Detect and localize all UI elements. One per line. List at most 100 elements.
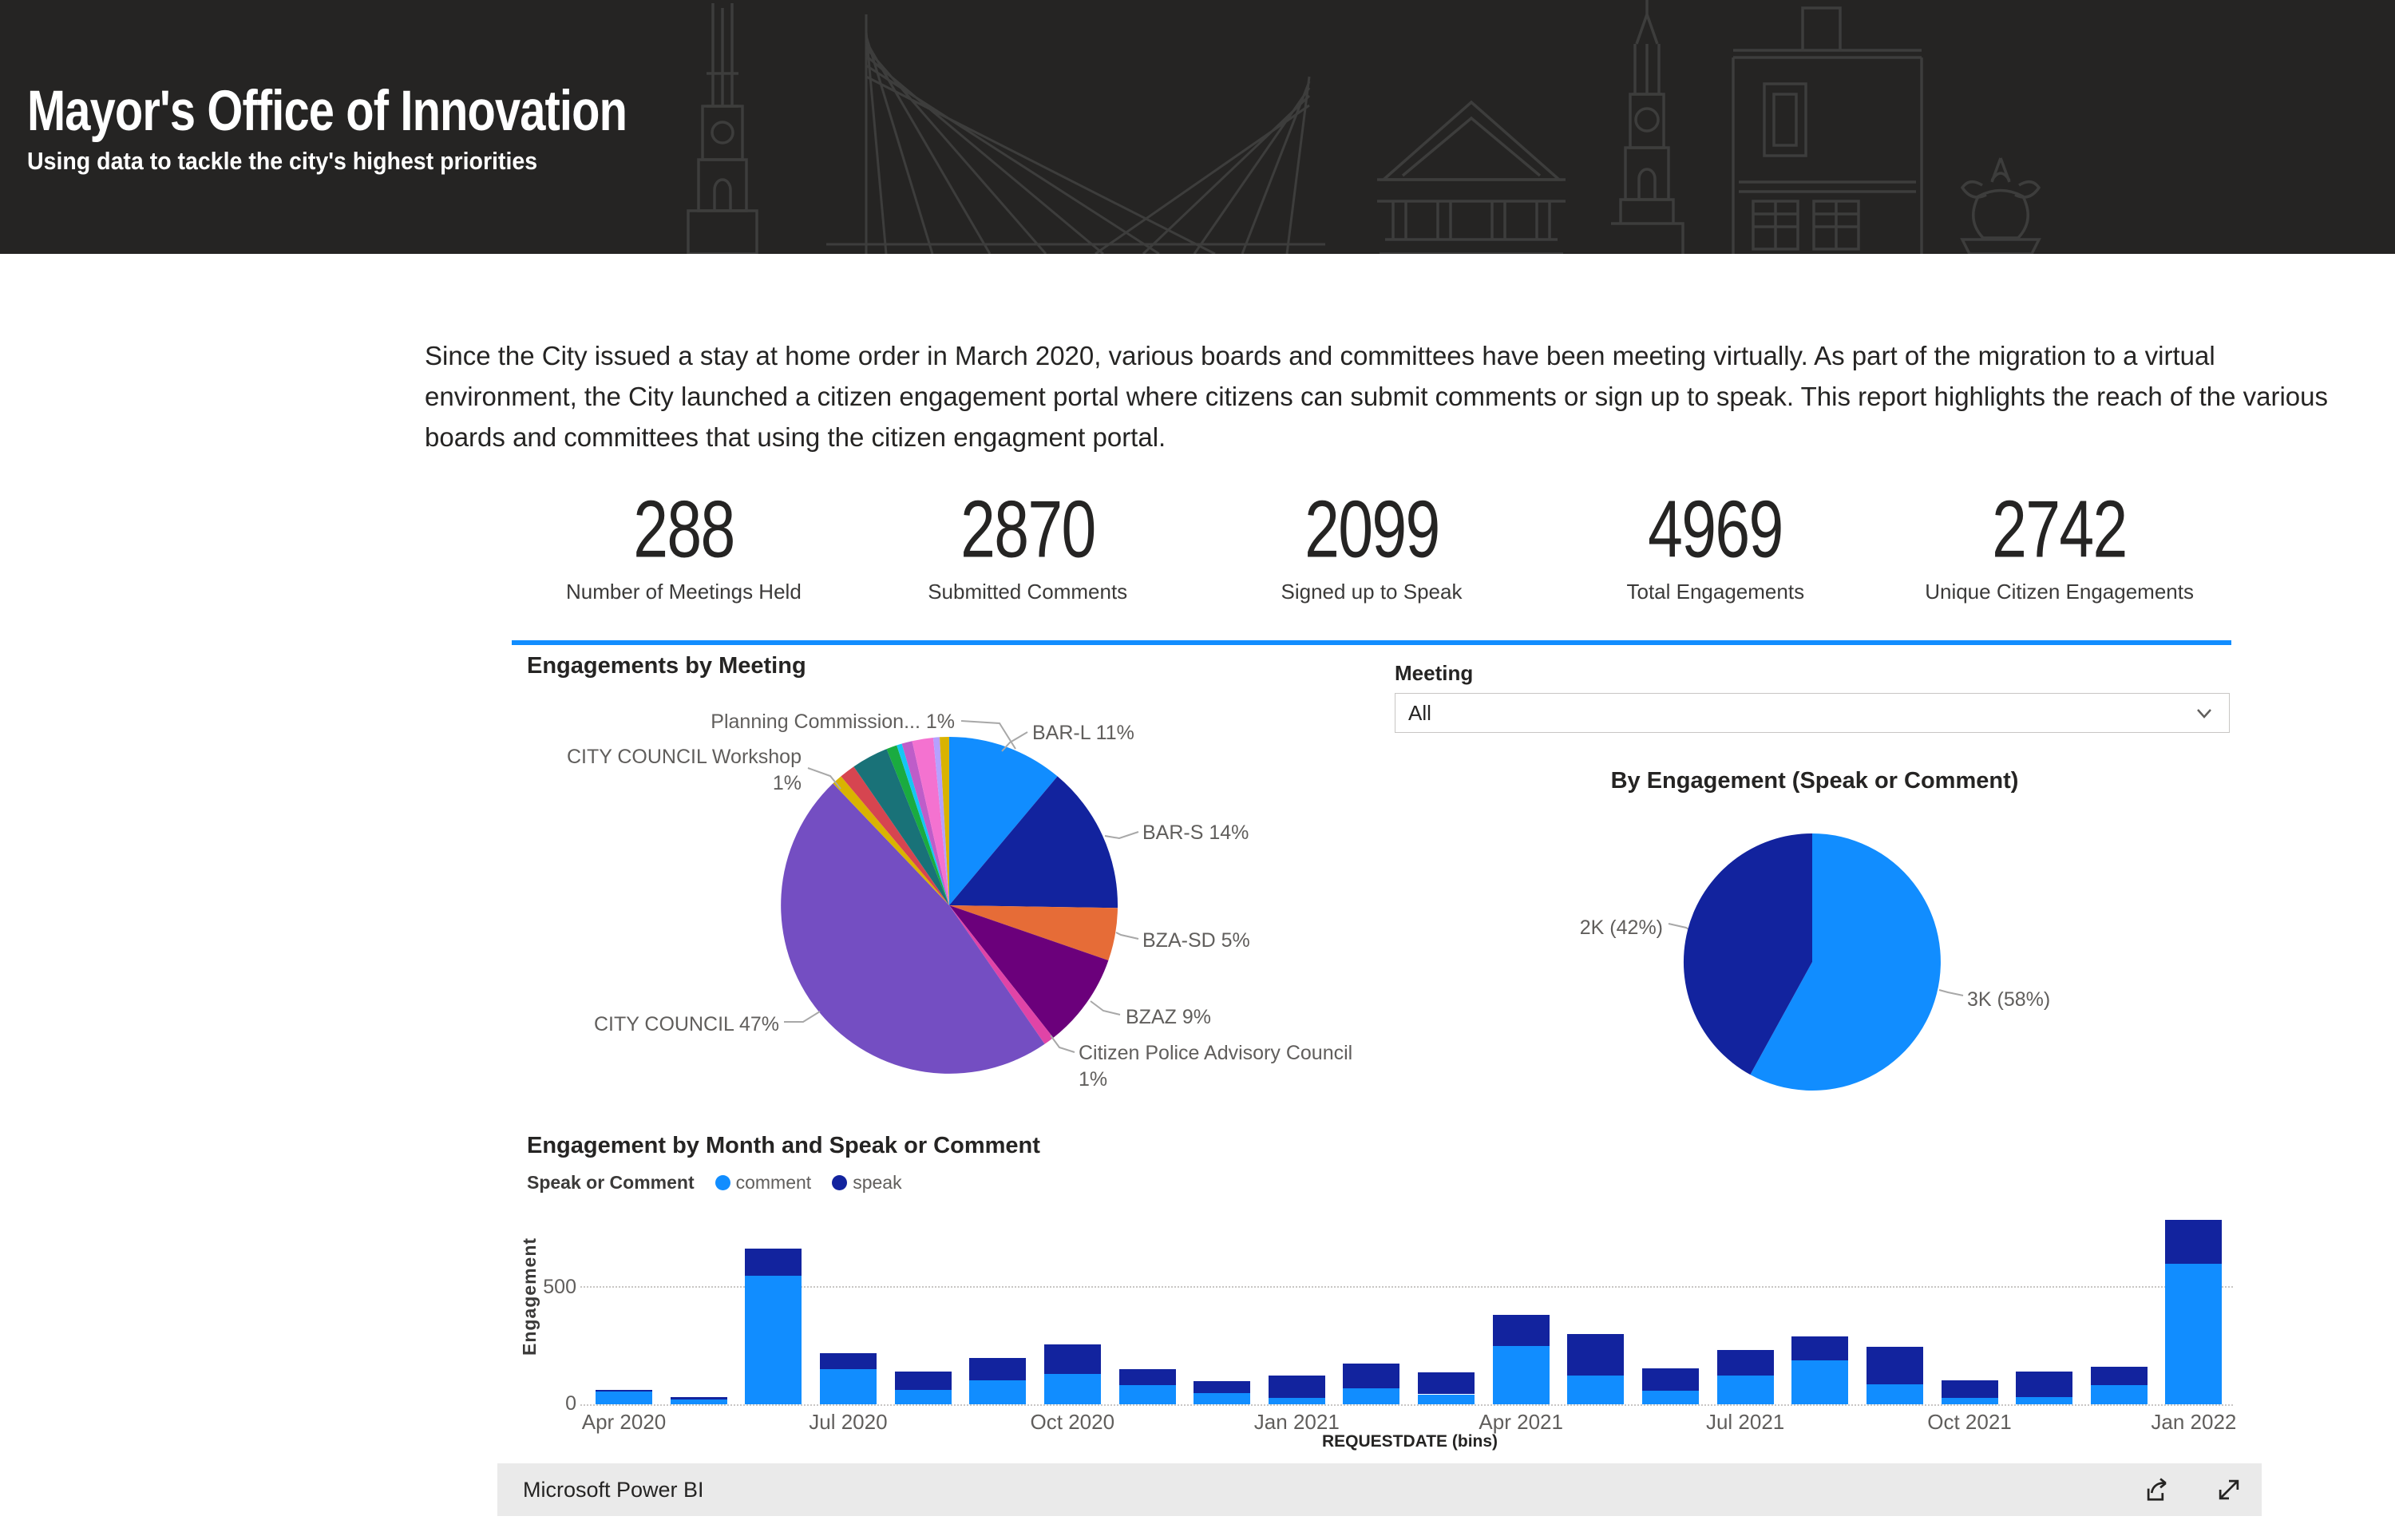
bar-comment-jan-2021[interactable] [1268,1398,1325,1404]
bar-speak-nov-2021[interactable] [2016,1371,2073,1398]
pie-slice-bar-s[interactable] [949,776,1118,909]
bar-speak-sep-2021[interactable] [1866,1346,1923,1385]
pie-slice-bzaz[interactable] [949,905,1109,1038]
bar-speak-jun-2021[interactable] [1642,1368,1699,1392]
bar-speak-sep-2020[interactable] [969,1358,1027,1381]
bar-comment-oct-2020[interactable] [1043,1373,1101,1404]
legend-label: comment [735,1172,812,1193]
pie-slice-unlabeled[interactable] [897,743,949,906]
x-axis-label: Oct 2021 [1927,1410,2012,1434]
expand-icon[interactable] [2214,1475,2244,1505]
bar-speak-apr-2021[interactable] [1492,1314,1550,1346]
bar-comment-jun-2021[interactable] [1642,1391,1699,1404]
callout-line: 1% [1079,1068,1108,1091]
bar-comment-mar-2021[interactable] [1418,1394,1475,1404]
pie-slice-unlabeled[interactable] [940,736,949,905]
by-engagement-pie[interactable] [1680,830,1944,1094]
pie-slice-city-council-workshop[interactable] [833,776,949,905]
city-skyline-illustration [687,0,2041,254]
bar-comment-nov-2021[interactable] [2016,1397,2073,1404]
x-axis-label: Jan 2021 [1253,1410,1340,1434]
bar-speak-aug-2021[interactable] [1791,1336,1849,1360]
bar-speak-oct-2021[interactable] [1941,1380,1998,1398]
footer-icons [2142,1475,2244,1505]
bar-speak-jul-2020[interactable] [819,1353,877,1369]
callout-bar-l: BAR-L 11% [1032,722,1134,744]
bar-comment-feb-2021[interactable] [1343,1388,1400,1404]
hero-header: Mayor's Office of Innovation Using data … [0,0,2395,254]
legend-item-comment[interactable]: comment [715,1172,812,1194]
bar-speak-jan-2021[interactable] [1268,1376,1325,1399]
kpi-label: Unique Citizen Engagements [1925,580,2194,604]
kpi-value: 2870 [960,485,1096,575]
bar-comment-oct-2021[interactable] [1941,1398,1998,1404]
bar-comment-aug-2021[interactable] [1791,1360,1849,1404]
bar-speak-may-2020[interactable] [670,1396,727,1400]
pie-slice-bar-l[interactable] [949,737,1058,905]
bar-comment-may-2020[interactable] [670,1399,727,1404]
bar-comment-dec-2020[interactable] [1194,1392,1251,1404]
bar-speak-dec-2021[interactable] [2090,1366,2148,1385]
kpi-label: Submitted Comments [928,580,1128,604]
bridge-illustration [826,14,1325,254]
callout-bza-sd: BZA-SD 5% [1142,929,1250,952]
y-tick-0: 0 [565,1392,576,1415]
bar-speak-oct-2020[interactable] [1043,1344,1101,1374]
bar-comment-jun-2020[interactable] [745,1275,802,1404]
y-tick-500: 500 [543,1276,576,1298]
x-axis-line [580,1404,2233,1406]
x-axis-label: Apr 2020 [581,1410,667,1434]
pie-slice-unlabeled[interactable] [841,766,949,905]
pie-slice-speak[interactable] [1683,833,1812,1075]
kpi-card: 2870 Submitted Comments [856,485,1200,604]
legend-title: Speak or Comment [527,1172,695,1193]
x-axis-label: Jul 2020 [809,1410,888,1434]
bar-comment-jan-2022[interactable] [2165,1263,2223,1404]
pie-slice-unlabeled[interactable] [912,738,950,905]
bar-speak-jan-2022[interactable] [2165,1220,2223,1264]
comment-legend-dot [715,1175,730,1190]
bar-speak-jun-2020[interactable] [745,1248,802,1276]
meeting-filter-dropdown[interactable]: All [1395,693,2230,733]
bar-speak-dec-2020[interactable] [1194,1381,1251,1393]
bar-speak-feb-2021[interactable] [1343,1363,1400,1388]
bar-comment-jul-2021[interactable] [1716,1375,1774,1404]
pie-slice-city-council[interactable] [781,783,1045,1074]
pie-slice-planning-commission[interactable] [886,745,949,906]
pie-slice-comment[interactable] [1750,833,1941,1091]
kpi-card: 2742 Unique Citizen Engagements [1887,485,2231,604]
chevron-down-icon[interactable] [2192,701,2216,725]
bar-comment-sep-2021[interactable] [1866,1384,1923,1404]
kpi-value: 2099 [1304,485,1440,575]
bar-comment-jul-2020[interactable] [819,1368,877,1404]
callout-2k-42: 2K (42%) [1579,916,1663,939]
bar-speak-aug-2020[interactable] [894,1371,952,1391]
speak-legend-dot [832,1175,848,1190]
pie-slice-unlabeled[interactable] [853,749,949,905]
kpi-value: 2742 [1992,485,2128,575]
bar-comment-may-2021[interactable] [1567,1375,1625,1404]
pie-slice-citizen-police-advisory-council[interactable] [949,905,1054,1044]
bar-speak-may-2021[interactable] [1567,1333,1625,1376]
bar-comment-apr-2021[interactable] [1492,1345,1550,1404]
bar-comment-apr-2020[interactable] [596,1391,652,1404]
bar-comment-dec-2021[interactable] [2090,1385,2148,1404]
bar-comment-aug-2020[interactable] [894,1390,952,1404]
powerbi-brand-label: Microsoft Power BI [523,1477,704,1502]
kpi-label: Total Engagements [1626,580,1805,604]
bar-speak-nov-2020[interactable] [1118,1368,1176,1386]
bar-speak-apr-2020[interactable] [596,1390,652,1392]
callout-bar-s: BAR-S 14% [1142,821,1249,844]
pie-slice-unlabeled[interactable] [932,737,949,905]
kpi-label: Number of Meetings Held [565,580,802,604]
bar-comment-nov-2020[interactable] [1118,1385,1176,1404]
bar-speak-mar-2021[interactable] [1418,1372,1475,1395]
pie-slice-unlabeled[interactable] [901,741,949,905]
share-icon[interactable] [2142,1475,2172,1505]
pie-slice-bza-sd[interactable] [949,905,1118,960]
legend-item-speak[interactable]: speak [832,1172,902,1194]
bar-speak-jul-2021[interactable] [1716,1349,1774,1376]
engagements-by-meeting-pie[interactable] [766,722,1134,1090]
bar-comment-sep-2020[interactable] [969,1380,1027,1404]
